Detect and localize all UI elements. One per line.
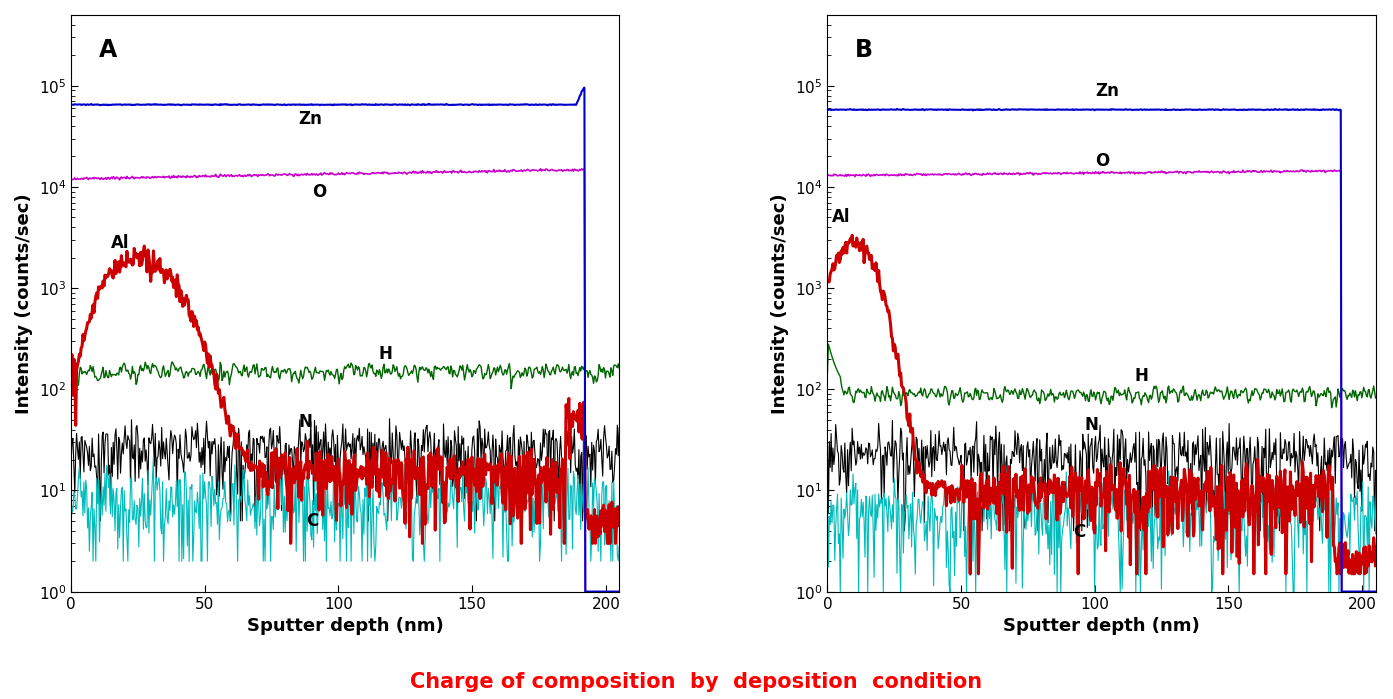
Y-axis label: Intensity (counts/sec): Intensity (counts/sec) <box>772 193 790 414</box>
Text: A: A <box>99 38 117 62</box>
Text: O: O <box>1095 152 1109 171</box>
Text: N: N <box>1084 415 1098 433</box>
Y-axis label: Intensity (counts/sec): Intensity (counts/sec) <box>15 193 33 414</box>
Text: C: C <box>1074 523 1085 540</box>
Text: O: O <box>312 182 326 201</box>
Text: C: C <box>306 512 319 530</box>
Text: H: H <box>1135 367 1149 385</box>
Text: B: B <box>855 38 873 62</box>
X-axis label: Sputter depth (nm): Sputter depth (nm) <box>247 617 443 635</box>
Text: H: H <box>379 345 393 363</box>
Text: N: N <box>298 413 312 431</box>
Text: Zn: Zn <box>298 110 322 128</box>
Text: Al: Al <box>111 234 130 252</box>
Text: Al: Al <box>832 208 850 226</box>
X-axis label: Sputter depth (nm): Sputter depth (nm) <box>1003 617 1199 635</box>
Text: Zn: Zn <box>1095 82 1119 99</box>
Text: Charge of composition  by  deposition  condition: Charge of composition by deposition cond… <box>411 672 982 692</box>
